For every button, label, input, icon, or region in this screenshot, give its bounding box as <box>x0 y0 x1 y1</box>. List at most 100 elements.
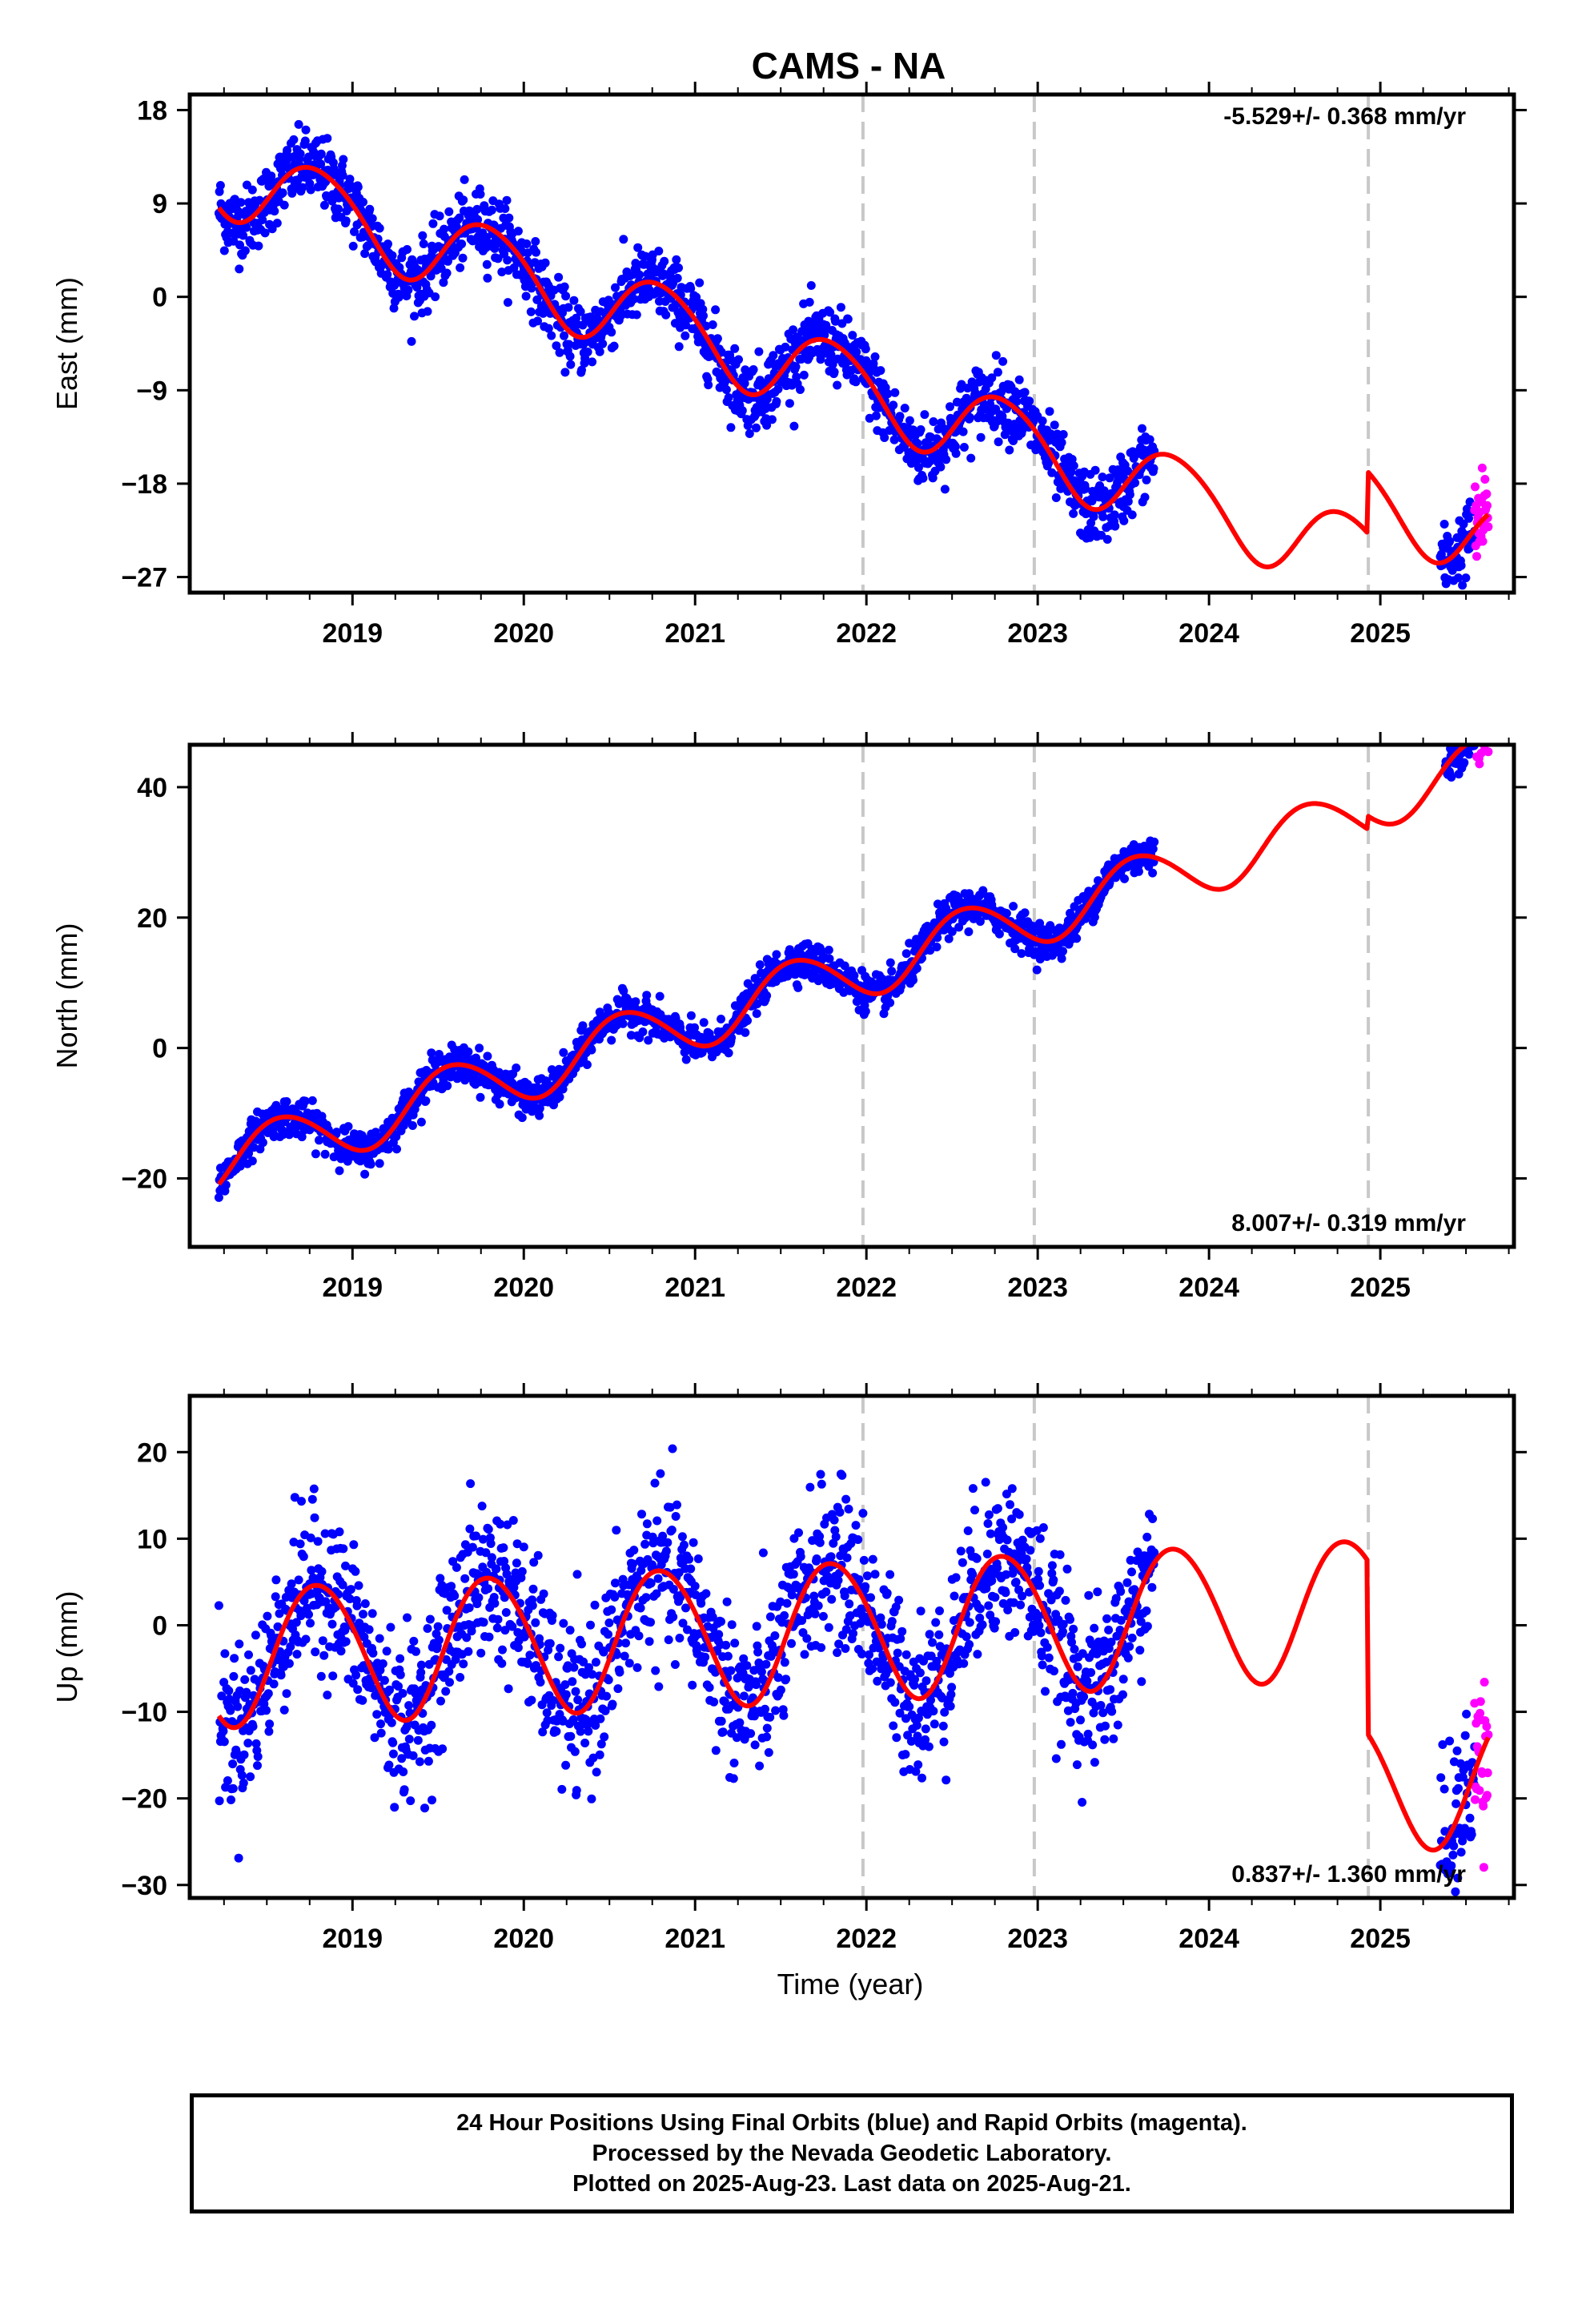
final-orbit-point <box>827 1594 837 1604</box>
final-orbit-point <box>1044 458 1054 468</box>
final-orbit-point <box>542 1708 552 1718</box>
final-orbit-point <box>1145 435 1154 444</box>
final-orbit-point <box>797 1616 807 1625</box>
final-orbit-point <box>565 352 575 361</box>
final-orbit-point <box>596 1739 606 1749</box>
final-orbit-point <box>431 292 440 302</box>
final-orbit-point <box>833 380 842 390</box>
final-orbit-point <box>435 211 444 221</box>
final-orbit-point <box>235 240 244 250</box>
final-orbit-point <box>885 958 895 967</box>
final-orbit-point <box>873 1676 882 1686</box>
final-orbit-point <box>428 219 438 228</box>
final-orbit-point <box>214 1601 223 1610</box>
final-orbit-point <box>753 1647 763 1657</box>
final-orbit-point <box>1102 535 1112 544</box>
x-tick-label: 2025 <box>1350 618 1411 649</box>
final-orbit-point <box>246 1772 255 1782</box>
final-orbit-point <box>306 1618 315 1628</box>
final-orbit-point <box>729 1774 738 1783</box>
final-orbit-point <box>762 991 772 1000</box>
final-orbit-point <box>837 1470 847 1480</box>
final-orbit-point <box>887 967 897 976</box>
final-orbit-point <box>651 1666 661 1675</box>
rapid-orbit-point <box>1482 730 1491 739</box>
final-orbit-point <box>244 1148 253 1158</box>
final-orbit-point <box>726 1666 736 1675</box>
final-orbit-point <box>826 1552 836 1562</box>
final-orbit-point <box>526 307 536 316</box>
final-orbit-point <box>965 412 974 422</box>
final-orbit-point <box>717 1617 725 1626</box>
final-orbit-point <box>458 253 468 263</box>
final-orbit-point <box>416 1660 426 1670</box>
final-orbit-point <box>512 1539 522 1549</box>
final-orbit-point <box>570 1747 580 1756</box>
final-orbit-point <box>590 1600 600 1610</box>
final-orbit-point <box>705 1683 714 1692</box>
final-orbit-point <box>561 1760 571 1770</box>
final-orbit-point <box>764 1747 773 1757</box>
final-orbit-point <box>753 1641 762 1651</box>
final-orbit-point <box>1025 396 1034 406</box>
final-orbit-point <box>569 296 579 305</box>
final-orbit-point <box>220 1649 230 1659</box>
final-orbit-point <box>270 207 279 216</box>
final-orbit-point <box>740 379 749 388</box>
final-orbit-point <box>831 316 840 326</box>
final-orbit-point <box>1000 430 1010 440</box>
rate-label: 8.007+/- 0.319 mm/yr <box>1231 1210 1466 1236</box>
plot-area <box>214 94 1493 593</box>
final-orbit-point <box>844 1504 853 1514</box>
final-orbit-point <box>365 204 375 214</box>
final-orbit-point <box>1468 730 1476 739</box>
final-orbit-point <box>360 249 370 259</box>
final-orbit-point <box>865 1650 873 1659</box>
final-orbit-point <box>675 1634 685 1642</box>
x-tick-label: 2020 <box>493 1273 554 1303</box>
final-orbit-point <box>351 1566 360 1576</box>
final-orbit-point <box>552 341 561 351</box>
final-orbit-point <box>375 1159 384 1168</box>
final-orbit-point <box>797 951 806 959</box>
final-orbit-point <box>560 331 568 340</box>
final-orbit-point <box>1012 397 1022 407</box>
final-orbit-point <box>1110 521 1120 531</box>
final-orbit-point <box>271 1575 281 1585</box>
final-orbit-point <box>1134 866 1143 876</box>
final-orbit-point <box>664 1635 673 1645</box>
final-orbit-point <box>889 435 899 444</box>
final-orbit-point <box>714 1630 724 1639</box>
final-orbit-point <box>339 1544 348 1554</box>
final-orbit-point <box>671 300 681 309</box>
final-orbit-point <box>793 983 803 992</box>
final-orbit-point <box>244 1650 253 1659</box>
final-orbit-point <box>497 1659 507 1668</box>
y-tick-label: 0 <box>152 283 167 313</box>
final-orbit-point <box>1058 430 1068 439</box>
final-orbit-point <box>335 1166 344 1176</box>
final-orbit-point <box>533 316 542 326</box>
final-orbit-point <box>1447 773 1456 782</box>
final-orbit-point <box>602 1691 611 1701</box>
final-orbit-point <box>619 986 628 995</box>
final-orbit-point <box>958 427 968 436</box>
final-orbit-point <box>812 1554 821 1563</box>
final-orbit-point <box>818 1611 828 1621</box>
final-orbit-point <box>656 1469 665 1478</box>
final-orbit-point <box>932 943 942 951</box>
final-orbit-point <box>283 146 292 155</box>
y-tick-label: −27 <box>121 563 167 593</box>
final-orbit-point <box>772 396 781 406</box>
final-orbit-point <box>224 1686 234 1695</box>
final-orbit-point <box>547 331 556 340</box>
final-orbit-point <box>240 1675 250 1684</box>
final-orbit-point <box>620 1651 629 1661</box>
final-orbit-point <box>632 1663 642 1672</box>
model-curve <box>216 164 1490 569</box>
final-orbit-point <box>536 1678 545 1687</box>
final-orbit-point <box>403 245 412 254</box>
final-orbit-point <box>746 1729 756 1739</box>
final-orbit-point <box>857 1649 866 1659</box>
